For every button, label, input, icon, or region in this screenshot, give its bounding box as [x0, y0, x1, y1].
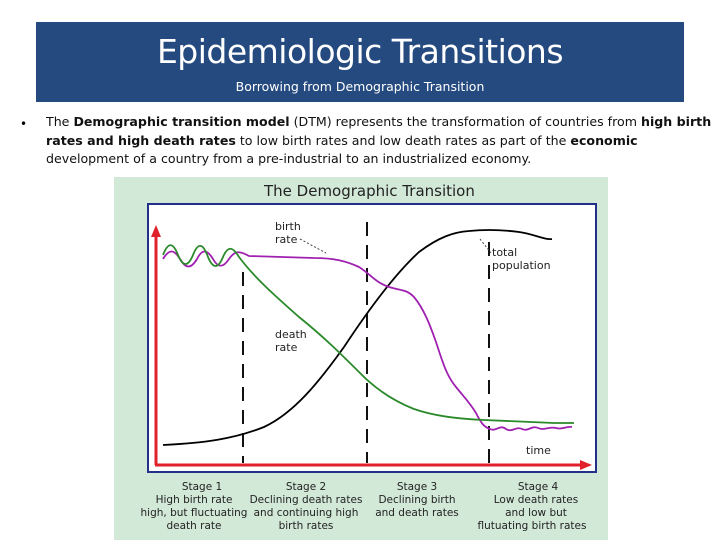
bullet-text-part: (DTM) represents the transformation of c… — [289, 114, 641, 129]
dtm-diagram-svg: The Demographic Transition birth rate de… — [141, 182, 597, 532]
dtm-diagram: The Demographic Transition birth rate de… — [114, 177, 608, 540]
stage-1-line2: high, but fluctuating — [141, 507, 248, 519]
stage-3-line2: and death rates — [375, 507, 459, 519]
label-birth: birth — [275, 220, 301, 233]
stage-1-line3: death rate — [167, 520, 222, 532]
label-death: death — [275, 328, 307, 341]
population-leader-line — [479, 238, 492, 254]
bullet-text-part: The — [46, 114, 74, 129]
death-rate-curve — [162, 244, 574, 424]
total-population-curve — [162, 229, 553, 446]
slide-title: Epidemiologic Transitions — [156, 32, 564, 71]
birth-rate-curve — [162, 250, 573, 432]
stage-1-line1: High birth rate — [156, 494, 233, 506]
bullet-text: The Demographic transition model (DTM) r… — [46, 113, 714, 169]
label-death-rate: rate — [275, 341, 298, 354]
bullet-bold-rates: high birth rates and high death rates — [46, 114, 712, 148]
label-population: population — [492, 259, 551, 272]
stage-2-name: Stage 2 — [286, 481, 326, 493]
y-axis-arrow — [151, 225, 161, 237]
title-banner: Epidemiologic Transitions Borrowing from… — [36, 22, 684, 102]
bullet-bold-economic: economic — [570, 132, 638, 148]
birth-leader-line — [299, 238, 327, 254]
stage-2-line2: and continuing high — [254, 507, 359, 519]
bullet-text-part: development of a country from a pre-indu… — [46, 151, 532, 166]
stage-1-name: Stage 1 — [182, 481, 222, 493]
stage-4-line3: flutuating birth rates — [478, 520, 587, 532]
stage-4-line1: Low death rates — [494, 494, 578, 506]
stage-2-line1: Declining death rates — [250, 494, 363, 506]
label-time: time — [526, 444, 551, 457]
label-birth-rate: rate — [275, 233, 298, 246]
bullet-bold-dtm: Demographic transition model — [73, 114, 290, 129]
label-total: total — [492, 246, 517, 259]
stage-3-line1: Declining birth — [378, 494, 455, 506]
x-axis-arrow — [580, 460, 592, 470]
slide-subtitle: Borrowing from Demographic Transition — [235, 79, 485, 94]
stage-2-line3: birth rates — [279, 520, 334, 532]
bullet-text-part: to low birth rates and low death rates a… — [235, 132, 571, 148]
bullet-marker: • — [20, 117, 28, 131]
plot-frame — [147, 203, 597, 473]
diagram-title: The Demographic Transition — [263, 182, 475, 200]
stage-4-name: Stage 4 — [518, 481, 559, 493]
stage-3-name: Stage 3 — [397, 481, 437, 493]
stage-4-line2: and low but — [505, 507, 567, 519]
